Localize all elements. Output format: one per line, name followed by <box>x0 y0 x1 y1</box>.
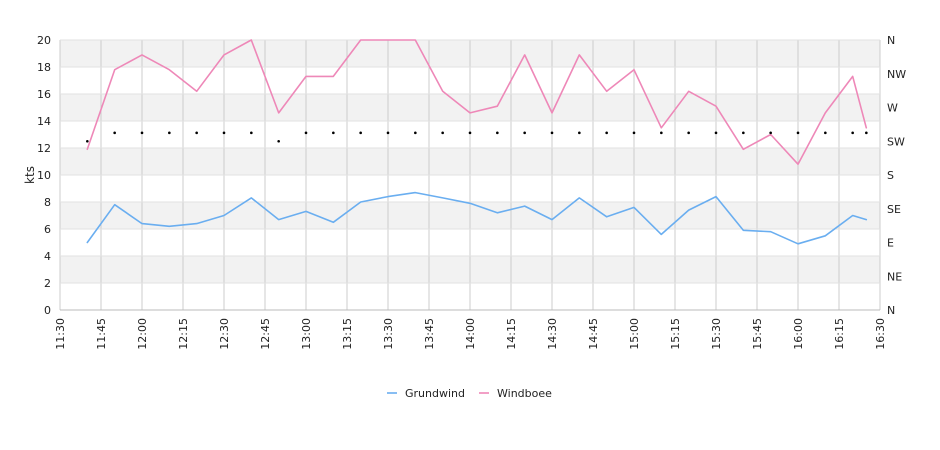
direction-marker <box>113 131 116 135</box>
direction-markers <box>86 131 868 143</box>
x-tick-label: 13:15 <box>341 318 354 350</box>
x-tick-label: 14:45 <box>587 318 600 350</box>
direction-marker <box>605 131 608 135</box>
x-tick-label: 11:30 <box>54 318 67 350</box>
y-tick-label: 16 <box>37 88 51 101</box>
direction-tick-label: NW <box>887 68 906 81</box>
x-tick-label: 12:00 <box>136 318 149 350</box>
x-tick-label: 11:45 <box>95 318 108 350</box>
direction-tick-label: SW <box>887 135 905 148</box>
legend-label-windboee: Windboee <box>497 387 552 400</box>
direction-tick-label: SE <box>887 203 901 216</box>
direction-marker <box>714 131 718 135</box>
x-tick-label: 15:45 <box>751 318 764 350</box>
x-axis-ticks: 11:30 11:45 12:00 12:15 12:30 12:45 13:00 13:15… <box>54 318 887 350</box>
y-axis-ticks: 0 2 4 6 8 10 12 14 16 18 20 <box>37 34 51 317</box>
direction-marker <box>332 131 335 135</box>
x-tick-label: 16:00 <box>792 318 805 350</box>
y-tick-label: 8 <box>44 196 51 209</box>
x-tick-label: 15:15 <box>669 318 682 350</box>
direction-tick-label: N <box>887 34 895 47</box>
direction-marker <box>660 131 663 135</box>
y-tick-label: 10 <box>37 169 51 182</box>
direction-marker <box>496 131 499 135</box>
direction-marker <box>441 131 444 135</box>
x-tick-label: 15:00 <box>628 318 641 350</box>
x-tick-label: 13:00 <box>300 318 313 350</box>
direction-marker <box>414 131 417 135</box>
direction-marker <box>824 131 827 135</box>
direction-marker <box>140 131 144 135</box>
direction-marker <box>550 131 554 135</box>
direction-tick-label: S <box>887 169 894 182</box>
direction-marker <box>386 131 390 135</box>
y-tick-label: 18 <box>37 61 51 74</box>
direction-marker <box>468 131 472 135</box>
direction-marker <box>195 131 198 135</box>
direction-marker <box>796 131 800 135</box>
x-tick-label: 16:15 <box>833 318 846 350</box>
x-tick-label: 12:45 <box>259 318 272 350</box>
x-tick-label: 12:30 <box>218 318 231 350</box>
direction-marker <box>742 131 745 135</box>
y-tick-label: 20 <box>37 34 51 47</box>
direction-tick-label: W <box>887 102 898 115</box>
x-tick-label: 13:45 <box>423 318 436 350</box>
direction-marker <box>769 131 772 135</box>
direction-marker <box>304 131 308 135</box>
y-tick-label: 0 <box>44 304 51 317</box>
direction-marker <box>222 131 226 135</box>
x-tick-label: 15:30 <box>710 318 723 350</box>
y-tick-label: 4 <box>44 250 51 263</box>
direction-marker <box>851 131 854 135</box>
direction-tick-label: E <box>887 237 894 250</box>
direction-marker <box>865 131 868 135</box>
y-tick-label: 6 <box>44 223 51 236</box>
series-line-windboee <box>86 39 868 165</box>
direction-axis-ticks: N NE E SE S SW W NW N <box>887 34 906 317</box>
direction-marker <box>578 131 581 135</box>
direction-tick-label: NE <box>887 270 902 283</box>
direction-marker <box>523 131 526 135</box>
direction-marker <box>277 139 280 143</box>
legend: Grundwind Windboee <box>387 387 552 400</box>
direction-tick-label: N <box>887 304 895 317</box>
x-tick-label: 16:30 <box>874 318 887 350</box>
direction-marker <box>168 131 171 135</box>
y-tick-label: 2 <box>44 277 51 290</box>
legend-label-grundwind: Grundwind <box>405 387 465 400</box>
y-axis-label: kts <box>23 166 37 184</box>
y-tick-label: 14 <box>37 115 51 128</box>
direction-marker <box>250 131 253 135</box>
x-tick-label: 14:00 <box>464 318 477 350</box>
x-tick-label: 14:30 <box>546 318 559 350</box>
series-lines <box>86 39 868 245</box>
direction-marker <box>86 139 89 143</box>
x-tick-label: 12:15 <box>177 318 190 350</box>
direction-marker <box>632 131 636 135</box>
x-tick-label: 14:15 <box>505 318 518 350</box>
horizontal-gridlines <box>60 39 880 311</box>
y-tick-label: 12 <box>37 142 51 155</box>
series-line-grundwind <box>86 191 868 245</box>
x-tick-label: 13:30 <box>382 318 395 350</box>
direction-marker <box>359 131 362 135</box>
direction-marker <box>687 131 690 135</box>
